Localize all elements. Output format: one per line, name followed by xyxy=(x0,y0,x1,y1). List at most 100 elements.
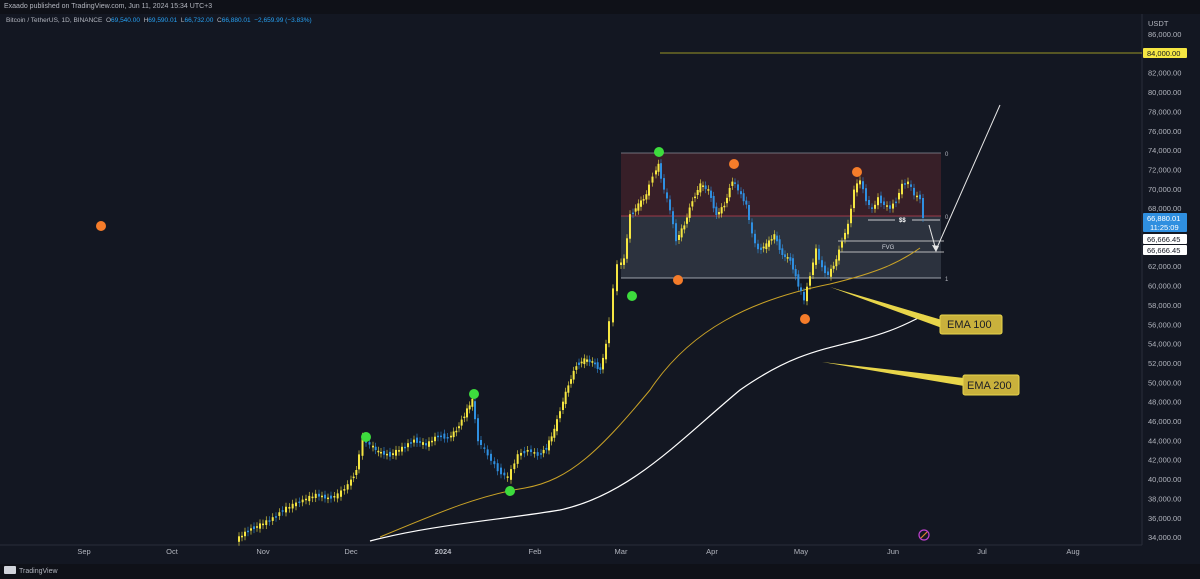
candle-body xyxy=(778,239,781,250)
price-axis-label: 36,000.00 xyxy=(1148,514,1181,523)
candle-body xyxy=(760,247,762,250)
projection-arrow xyxy=(932,245,939,252)
candle-body xyxy=(710,190,712,198)
candle-body xyxy=(591,361,594,363)
candle-body xyxy=(594,362,596,365)
candle-body xyxy=(757,243,759,250)
candle-body xyxy=(680,228,683,238)
alert-icon[interactable] xyxy=(918,529,930,541)
last-price-tag: 66,880.01 11:25:09 xyxy=(1143,213,1187,232)
candle-body xyxy=(556,419,558,432)
candle-body xyxy=(616,264,618,292)
candle-body xyxy=(262,523,264,526)
candle-body xyxy=(358,454,360,470)
candle-body xyxy=(632,212,634,215)
candle-body xyxy=(868,200,870,205)
candle-body xyxy=(275,516,277,518)
ema100-label: EMA 100 xyxy=(947,319,992,331)
candle-body xyxy=(859,180,861,185)
candle-body xyxy=(629,214,631,239)
candle-body xyxy=(637,203,640,211)
candle-body xyxy=(838,249,840,261)
swing-markers xyxy=(96,147,862,496)
candle-body xyxy=(572,370,575,380)
candle-body xyxy=(919,194,921,200)
candle-body xyxy=(612,288,614,323)
candle-body xyxy=(835,259,838,267)
candle-body xyxy=(536,452,539,456)
candle-body xyxy=(773,234,776,240)
price-axis-label: 42,000.00 xyxy=(1148,456,1181,465)
tradingview-logo-icon[interactable] xyxy=(4,566,16,575)
candle-body xyxy=(745,200,748,205)
candle-body xyxy=(853,189,855,209)
fib-level-top: 0 xyxy=(945,152,949,158)
price-axis-label: 48,000.00 xyxy=(1148,398,1181,407)
price-axis-label: 52,000.00 xyxy=(1148,359,1181,368)
candle-body xyxy=(506,476,509,478)
candle-body xyxy=(468,405,471,410)
currency-label: USDT xyxy=(1148,19,1169,28)
candle-body xyxy=(715,206,718,215)
candle-body xyxy=(455,430,458,433)
candle-body xyxy=(372,445,374,448)
candle-body xyxy=(428,441,430,447)
candle-body xyxy=(702,185,704,187)
svg-text:66,880.01: 66,880.01 xyxy=(1147,214,1180,223)
candle-body xyxy=(562,401,564,410)
price-axis-label: 58,000.00 xyxy=(1148,301,1181,310)
price-axis-label: 62,000.00 xyxy=(1148,262,1181,271)
candle-body xyxy=(368,442,371,445)
ema100-line xyxy=(379,247,921,538)
candle-body xyxy=(792,258,794,270)
price-axis-label: 80,000.00 xyxy=(1148,88,1181,97)
liquidity-label: $$ xyxy=(899,218,906,224)
candle-body xyxy=(699,183,702,193)
candle-body xyxy=(599,367,602,370)
candle-body xyxy=(895,201,897,204)
candle-body xyxy=(419,441,421,443)
price-axis-label: 56,000.00 xyxy=(1148,320,1181,329)
candle-body xyxy=(910,184,912,187)
price-axis-label: 72,000.00 xyxy=(1148,165,1181,174)
candle-body xyxy=(281,510,284,512)
price-axis-label: 82,000.00 xyxy=(1148,69,1181,78)
candle-body xyxy=(678,235,680,240)
time-axis[interactable]: Sep Oct Nov Dec 2024 Feb Mar Apr May Jun Jul Aug xyxy=(77,547,1079,556)
candle-body xyxy=(564,391,567,405)
time-axis-label: Apr xyxy=(706,547,718,556)
candle-body xyxy=(559,411,561,419)
swing-high-marker xyxy=(96,221,106,231)
candle-body xyxy=(809,276,811,286)
candle-body xyxy=(901,183,903,195)
candle-body xyxy=(278,512,281,516)
candle-body xyxy=(883,201,885,205)
price-axis-label: 54,000.00 xyxy=(1148,340,1181,349)
candle-body xyxy=(389,451,391,457)
candle-body xyxy=(500,467,502,475)
svg-text:66,666.45: 66,666.45 xyxy=(1147,235,1180,244)
candle-body xyxy=(268,520,271,522)
candle-body xyxy=(786,257,789,259)
ema100-callout: EMA 100 xyxy=(830,287,1003,335)
candle-body xyxy=(288,507,291,509)
swing-low-marker xyxy=(654,147,664,157)
price-axis-label: 50,000.00 xyxy=(1148,378,1181,387)
candle-body xyxy=(265,520,268,526)
candle-body xyxy=(812,262,814,275)
swing-low-marker xyxy=(361,432,371,442)
level-price-tag: 66,666.45 xyxy=(1143,245,1187,255)
candle-body xyxy=(666,192,668,199)
candle-body xyxy=(250,528,252,531)
candle-body xyxy=(694,196,696,199)
candle-body xyxy=(803,291,805,301)
candle-body xyxy=(431,440,433,443)
candle-body xyxy=(821,260,823,268)
candle-body xyxy=(361,436,364,456)
candle-body xyxy=(889,205,891,209)
candle-body xyxy=(437,435,439,438)
candle-body xyxy=(669,199,671,211)
candle-body xyxy=(401,446,403,452)
candle-body xyxy=(450,435,452,438)
